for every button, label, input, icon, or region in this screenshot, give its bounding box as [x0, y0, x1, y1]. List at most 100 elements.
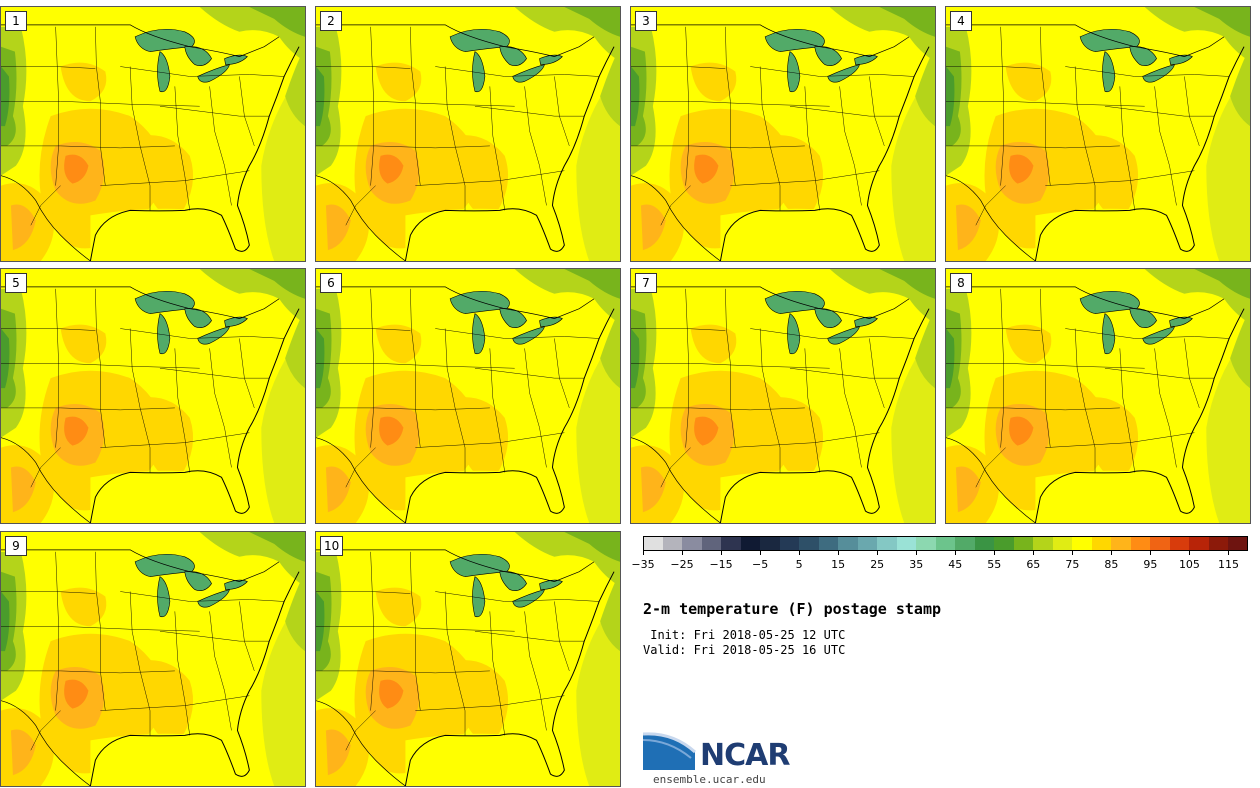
- postage-stamp-member-2: 2: [315, 6, 621, 262]
- colorbar-swatch: [1169, 536, 1190, 551]
- colorbar-tick: [955, 551, 957, 555]
- colorbar-tick: [916, 551, 918, 555]
- postage-stamp-member-8: 8: [945, 268, 1251, 524]
- colorbar-swatch: [1111, 536, 1132, 551]
- colorbar-tick-label: 55: [987, 558, 1002, 571]
- colorbar-tick-label: 115: [1217, 558, 1239, 571]
- postage-stamp-member-3: 3: [630, 6, 936, 262]
- colorbar-swatch: [877, 536, 898, 551]
- colorbar-tick: [643, 551, 644, 555]
- colorbar-swatch: [662, 536, 683, 551]
- colorbar-tick-label: 95: [1143, 558, 1158, 571]
- colorbar-tick: [838, 551, 840, 555]
- colorbar-swatch: [838, 536, 859, 551]
- chart-title: 2-m temperature (F) postage stamp: [643, 600, 942, 618]
- colorbar-tick-label: 15: [831, 558, 846, 571]
- temperature-map: [946, 7, 1250, 261]
- temperature-map: [1, 532, 305, 786]
- colorbar-tick: [1033, 551, 1035, 555]
- colorbar-tick: [1189, 551, 1191, 555]
- colorbar-swatch: [779, 536, 800, 551]
- valid-time: Valid: Fri 2018-05-25 16 UTC: [643, 643, 846, 657]
- member-label: 3: [635, 11, 657, 31]
- ncar-logo-text: NCAR: [700, 738, 790, 773]
- colorbar-swatch: [1189, 536, 1210, 551]
- colorbar-swatch: [818, 536, 839, 551]
- temperature-map: [316, 7, 620, 261]
- colorbar-swatch: [1091, 536, 1112, 551]
- colorbar-swatch: [1208, 536, 1229, 551]
- temperature-map: [631, 7, 935, 261]
- postage-stamp-member-1: 1: [0, 6, 306, 262]
- colorbar-tick: [1111, 551, 1113, 555]
- colorbar-swatch: [916, 536, 937, 551]
- colorbar-tick-label: 65: [1026, 558, 1041, 571]
- member-label: 2: [320, 11, 342, 31]
- postage-stamp-member-7: 7: [630, 268, 936, 524]
- member-label: 8: [950, 273, 972, 293]
- member-label: 7: [635, 273, 657, 293]
- member-label: 10: [320, 536, 344, 556]
- colorbar-swatch: [701, 536, 722, 551]
- colorbar-swatch: [799, 536, 820, 551]
- colorbar-swatch: [643, 536, 664, 551]
- colorbar-swatch: [760, 536, 781, 551]
- temperature-colorbar: −35 −25 −15 −5 5 15 25 35 45 55 65 75 85 95 105 115: [631, 536, 1249, 576]
- member-label: 4: [950, 11, 972, 31]
- colorbar-swatch: [994, 536, 1015, 551]
- colorbar-swatch: [935, 536, 956, 551]
- colorbar-tick-label: −25: [670, 558, 694, 571]
- colorbar-tick: [760, 551, 762, 555]
- member-label: 5: [5, 273, 27, 293]
- postage-stamp-member-9: 9: [0, 531, 306, 787]
- colorbar-tick-label: 25: [870, 558, 885, 571]
- colorbar-tick-label: 75: [1065, 558, 1080, 571]
- site-url: ensemble.ucar.edu: [653, 773, 766, 786]
- colorbar-swatch: [1052, 536, 1073, 551]
- ncar-logo-icon: [643, 732, 697, 770]
- colorbar-tick-label: 5: [795, 558, 803, 571]
- colorbar-tick: [877, 551, 879, 555]
- colorbar-tick-label: 105: [1178, 558, 1200, 571]
- colorbar-swatch: [682, 536, 703, 551]
- member-label: 6: [320, 273, 342, 293]
- temperature-map: [1, 7, 305, 261]
- colorbar-tick: [1150, 551, 1152, 555]
- colorbar-tick: [721, 551, 723, 555]
- temperature-map: [316, 269, 620, 523]
- colorbar-swatch: [1033, 536, 1054, 551]
- postage-stamp-member-10: 10: [315, 531, 621, 787]
- colorbar-swatch: [1130, 536, 1151, 551]
- temperature-map: [1, 269, 305, 523]
- colorbar-swatch: [1013, 536, 1034, 551]
- colorbar-tick: [994, 551, 996, 555]
- colorbar-tick-label: −35: [631, 558, 655, 571]
- postage-stamp-member-5: 5: [0, 268, 306, 524]
- colorbar-tick: [1228, 551, 1230, 555]
- init-time: Init: Fri 2018-05-25 12 UTC: [643, 628, 846, 642]
- colorbar-swatch: [955, 536, 976, 551]
- member-label: 1: [5, 11, 27, 31]
- colorbar-swatch: [740, 536, 761, 551]
- colorbar-swatch: [1072, 536, 1093, 551]
- colorbar-swatch: [1228, 536, 1249, 551]
- colorbar-tick: [1072, 551, 1074, 555]
- colorbar-tick-label: −15: [709, 558, 733, 571]
- colorbar-swatch: [721, 536, 742, 551]
- temperature-map: [316, 532, 620, 786]
- colorbar-swatch: [896, 536, 917, 551]
- colorbar-swatch: [974, 536, 995, 551]
- colorbar-tick-label: 85: [1104, 558, 1119, 571]
- postage-stamp-member-4: 4: [945, 6, 1251, 262]
- colorbar-tick: [682, 551, 684, 555]
- colorbar-tick: [799, 551, 801, 555]
- temperature-map: [946, 269, 1250, 523]
- colorbar-tick-label: 35: [909, 558, 924, 571]
- colorbar-tick-label: 45: [948, 558, 963, 571]
- member-label: 9: [5, 536, 27, 556]
- temperature-map: [631, 269, 935, 523]
- postage-stamp-member-6: 6: [315, 268, 621, 524]
- colorbar-swatch: [1150, 536, 1171, 551]
- colorbar-tick-label: −5: [751, 558, 769, 571]
- colorbar-swatch: [857, 536, 878, 551]
